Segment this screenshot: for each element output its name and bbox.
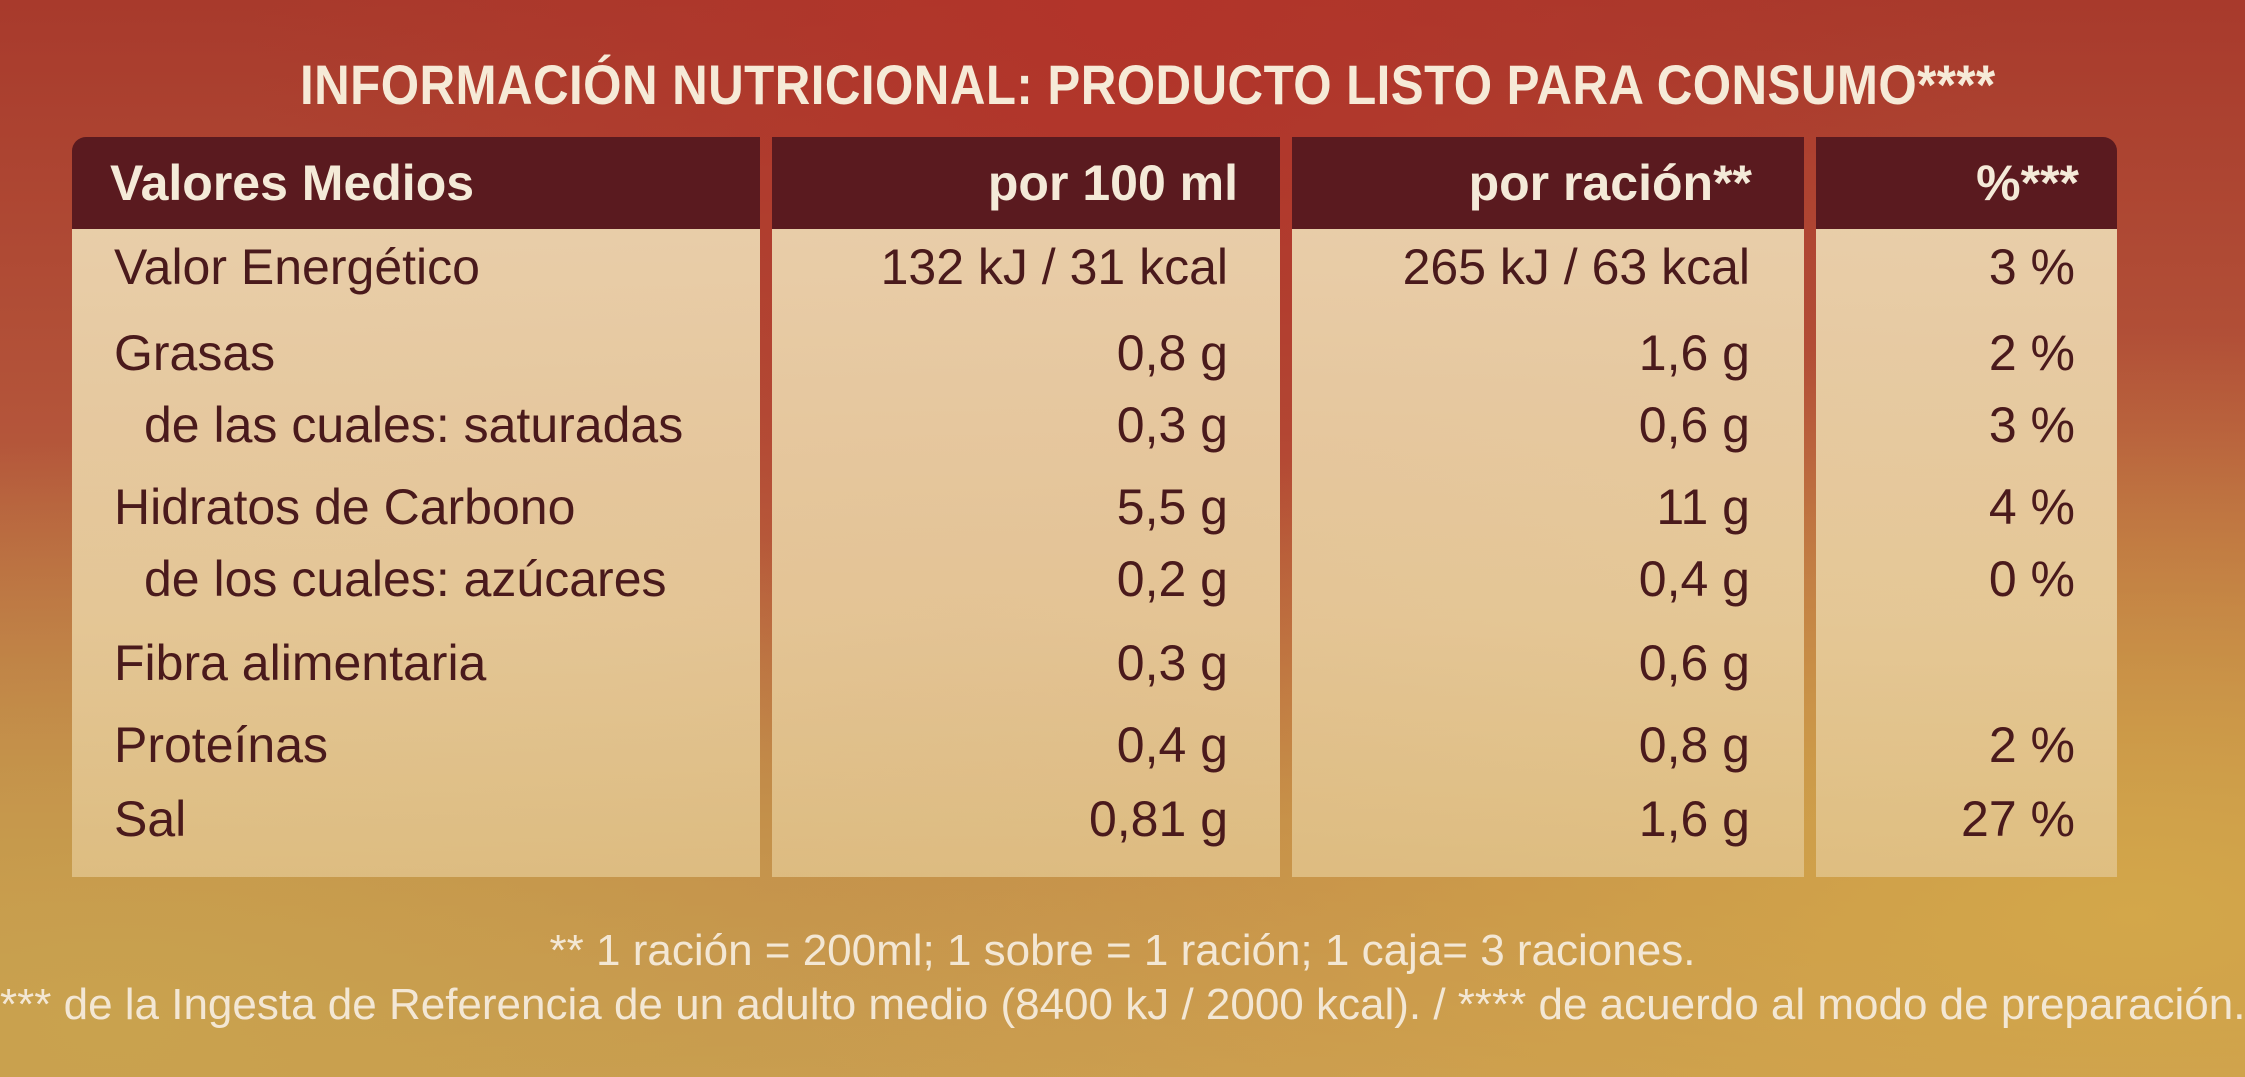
nutrient-name: Valor Energético [114, 239, 480, 295]
value-per-serving: 265 kJ / 63 kcal [1402, 239, 1750, 295]
nutrient-name: de las cuales: saturadas [144, 397, 684, 453]
table-row: Valor Energético 132 kJ / 31 kcal 265 kJ… [72, 229, 2117, 305]
header-percent: %*** [1816, 137, 2117, 229]
value-per-100ml: 0,8 g [1116, 325, 1228, 381]
footnote-reference-intake: *** de la Ingesta de Referencia de un ad… [0, 980, 2245, 1029]
value-per-100ml: 132 kJ / 31 kcal [880, 239, 1228, 295]
nutrition-title: INFORMACIÓN NUTRICIONAL: PRODUCTO LISTO … [300, 53, 1996, 116]
header-per-100ml: por 100 ml [772, 137, 1280, 229]
value-per-100ml: 0,3 g [1116, 635, 1228, 691]
table-row: de las cuales: saturadas 0,3 g 0,6 g 3 % [72, 387, 2117, 463]
table-row: Grasas 0,8 g 1,6 g 2 % [72, 315, 2117, 391]
column-background-names [72, 229, 760, 877]
value-percent: 0 % [1988, 551, 2075, 607]
value-percent: 4 % [1988, 479, 2075, 535]
nutrient-name: Sal [114, 791, 187, 847]
value-per-100ml: 0,3 g [1116, 397, 1228, 453]
table-row: Hidratos de Carbono 5,5 g 11 g 4 % [72, 469, 2117, 545]
table-row: de los cuales: azúcares 0,2 g 0,4 g 0 % [72, 541, 2117, 617]
value-percent: 27 % [1961, 791, 2075, 847]
value-percent: 3 % [1988, 397, 2075, 453]
table-row: Proteínas 0,4 g 0,8 g 2 % [72, 707, 2117, 783]
nutrient-name: Fibra alimentaria [114, 635, 487, 691]
table-row: Sal 0,81 g 1,6 g 27 % [72, 781, 2117, 857]
header-valores-medios: Valores Medios [72, 137, 760, 229]
value-per-serving: 0,8 g [1638, 717, 1750, 773]
nutrient-name: Hidratos de Carbono [114, 479, 576, 535]
table-row: Fibra alimentaria 0,3 g 0,6 g [72, 625, 2117, 701]
value-per-100ml: 5,5 g [1116, 479, 1228, 535]
value-percent: 2 % [1988, 325, 2075, 381]
column-background-per-serving [1292, 229, 1804, 877]
value-per-100ml: 0,81 g [1088, 791, 1228, 847]
value-per-serving: 1,6 g [1638, 325, 1750, 381]
value-per-serving: 11 g [1656, 479, 1750, 535]
value-per-serving: 0,6 g [1638, 397, 1750, 453]
column-background-per-100ml [772, 229, 1280, 877]
nutrition-table: Valores Medios por 100 ml por ración** %… [72, 137, 2117, 877]
value-percent: 2 % [1988, 717, 2075, 773]
column-background-percent [1816, 229, 2117, 877]
value-per-serving: 0,4 g [1638, 551, 1750, 607]
nutrient-name: de los cuales: azúcares [144, 551, 667, 607]
value-per-100ml: 0,4 g [1116, 717, 1228, 773]
value-per-100ml: 0,2 g [1116, 551, 1228, 607]
value-per-serving: 0,6 g [1638, 635, 1750, 691]
header-per-serving: por ración** [1292, 137, 1804, 229]
nutrient-name: Proteínas [114, 717, 329, 773]
value-per-serving: 1,6 g [1638, 791, 1750, 847]
value-percent: 3 % [1988, 239, 2075, 295]
nutrient-name: Grasas [114, 325, 276, 381]
footnote-serving: ** 1 ración = 200ml; 1 sobre = 1 ración;… [549, 926, 1696, 975]
